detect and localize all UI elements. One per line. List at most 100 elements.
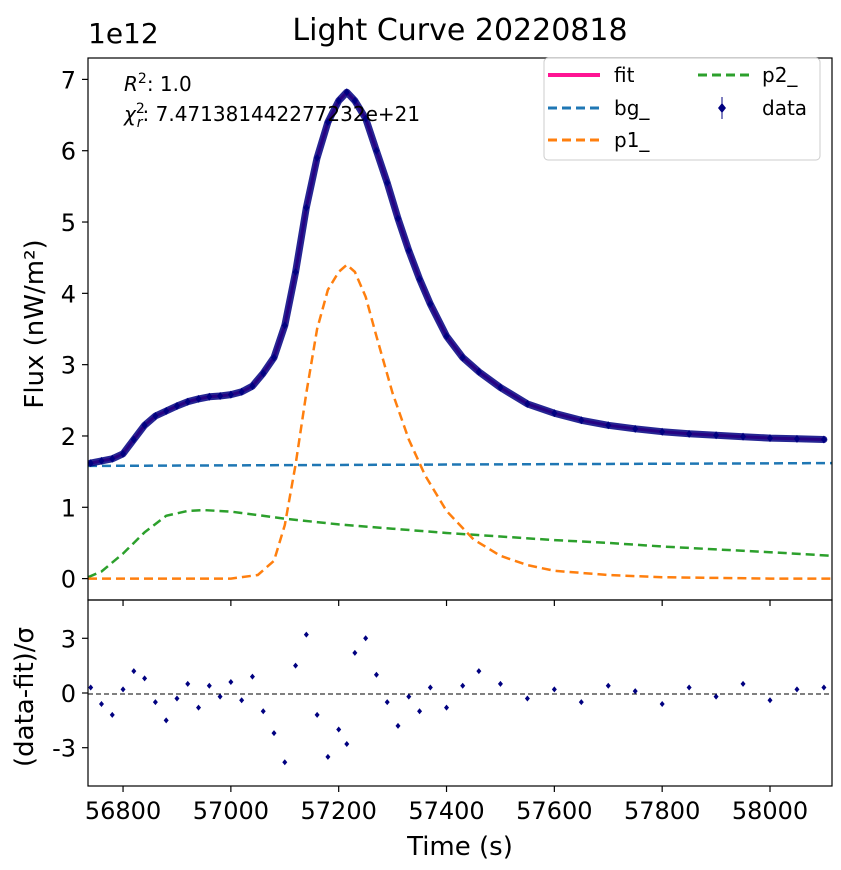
r2-symbol: R — [124, 72, 138, 96]
residual-point — [163, 717, 169, 724]
main-ticks-group: 0 1 2 3 4 5 6 7 — [61, 66, 771, 606]
data-point — [459, 353, 466, 362]
legend: fit p2_ bg_ data p1_ — [543, 57, 821, 161]
residual-point — [578, 699, 584, 706]
chi-symbol: χ — [123, 102, 137, 126]
chi-superscript: 2 — [136, 101, 145, 117]
x-tick-label: 57800 — [624, 797, 700, 825]
residual-point — [551, 686, 557, 693]
residual-point — [142, 675, 148, 682]
data-point — [443, 332, 450, 341]
data-point — [416, 275, 423, 284]
residual-point — [325, 753, 331, 760]
data-point — [271, 353, 277, 362]
residual-point — [336, 726, 342, 733]
data-point — [427, 300, 434, 309]
data-point — [130, 435, 137, 444]
residual-point — [767, 697, 773, 704]
data-point — [163, 407, 170, 416]
r2-superscript: 2 — [138, 71, 147, 87]
residual-point — [406, 693, 412, 700]
residual-point — [713, 693, 719, 700]
y-tick-label-main: 2 — [61, 423, 76, 451]
data-point — [206, 392, 213, 401]
residual-point — [131, 668, 137, 675]
residual-point — [363, 635, 369, 642]
data-point — [217, 392, 224, 401]
residual-point — [686, 684, 692, 691]
data-point — [324, 118, 331, 127]
data-point — [362, 114, 369, 123]
p1-series-line — [88, 263, 832, 580]
legend-p2-label: p2_ — [762, 63, 798, 87]
data-point — [249, 382, 256, 391]
y-tick-label-residual: 0 — [61, 680, 76, 708]
residual-point — [821, 684, 827, 691]
y-tick-label-main: 5 — [61, 209, 76, 237]
data-point — [605, 421, 612, 430]
residual-point — [373, 671, 379, 678]
y-axis-label-residual: (data-fit)/σ — [10, 627, 40, 767]
residual-point — [427, 684, 433, 691]
data-point — [524, 399, 531, 408]
residual-point — [88, 684, 94, 691]
data-point — [184, 397, 191, 406]
data-point — [659, 427, 666, 436]
data-point — [740, 432, 747, 441]
residual-point — [282, 759, 288, 766]
y-tick-label-main: 1 — [61, 494, 76, 522]
x-tick-label: 58000 — [732, 797, 808, 825]
data-point — [686, 429, 693, 438]
legend-data-label: data — [762, 96, 807, 120]
data-point — [88, 459, 94, 468]
y-offset-label: 1e12 — [88, 17, 159, 50]
data-point — [314, 153, 321, 162]
main-series-group — [88, 88, 832, 580]
data-point — [578, 416, 585, 425]
residual-point — [217, 693, 223, 700]
y-tick-label-main: 4 — [61, 280, 76, 308]
chi-subscript: r — [137, 115, 144, 131]
residual-point — [260, 708, 266, 715]
residual-point — [740, 680, 746, 687]
x-tick-label: 57600 — [516, 797, 592, 825]
residual-point — [271, 730, 277, 737]
residual-point — [497, 680, 503, 687]
y-axis-label-main: Flux (nW/m²) — [20, 239, 50, 408]
x-axis-label: Time (s) — [406, 832, 513, 862]
residual-ticks-group: 56800 57000 57200 57400 57600 57800 58000 -3 0 3 — [52, 625, 808, 825]
residual-point — [632, 688, 638, 695]
y-tick-label-residual: 3 — [61, 625, 76, 653]
residual-point — [314, 711, 320, 718]
legend-data-marker — [718, 103, 726, 113]
data-point — [632, 424, 639, 433]
y-tick-label-main: 6 — [61, 138, 76, 166]
data-point — [303, 203, 310, 212]
residual-point — [174, 695, 180, 702]
data-point — [343, 88, 350, 97]
residual-point — [303, 631, 309, 638]
data-point — [152, 412, 159, 421]
data-point — [475, 367, 482, 376]
data-point — [292, 267, 299, 276]
data-point — [141, 421, 148, 430]
legend-fit-label: fit — [614, 63, 635, 87]
legend-box — [543, 57, 821, 161]
residual-point — [395, 722, 401, 729]
residual-point — [239, 697, 245, 704]
data-point — [551, 409, 558, 418]
data-point — [98, 456, 105, 465]
residual-point — [417, 708, 423, 715]
data-point — [281, 321, 288, 330]
fit-annotations: R2: 1.0 χ2 r: 7.471381442277232e+21 — [123, 71, 420, 131]
residual-point — [344, 741, 350, 748]
data-point — [384, 178, 391, 187]
data-point — [109, 454, 116, 463]
x-tick-label: 57200 — [301, 797, 377, 825]
residual-point — [98, 700, 104, 707]
residual-series-group — [88, 631, 827, 766]
data-point — [238, 387, 245, 396]
x-tick-label: 57400 — [408, 797, 484, 825]
chi-value: : 7.471381442277232e+21 — [143, 102, 421, 126]
